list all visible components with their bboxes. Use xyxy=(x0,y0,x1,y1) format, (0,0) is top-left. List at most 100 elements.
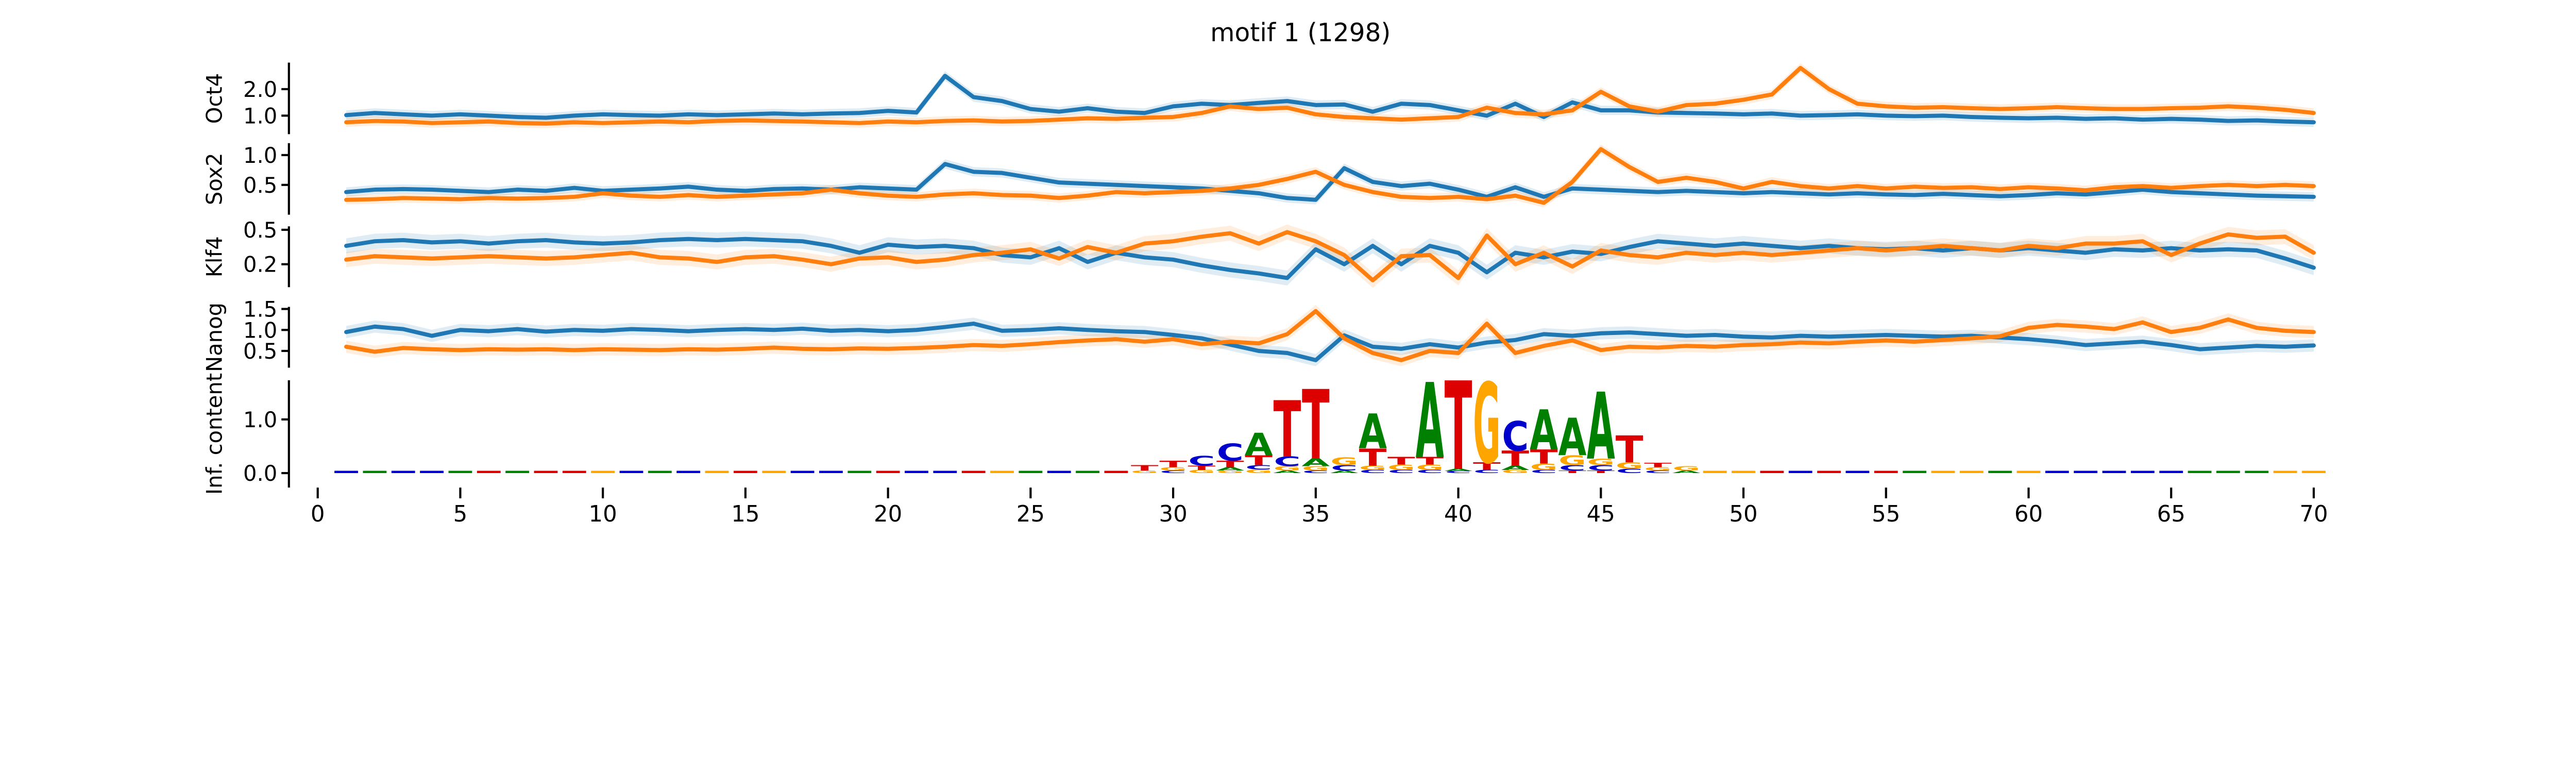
motif-profile-figure: motif 1 (1298) 2.0 1.0 Oct4 1.0 0.5 Sox2 0.5 0.2… xyxy=(0,0,2576,537)
logo-letter-C: C xyxy=(1331,464,1358,472)
logo-letter-T: T xyxy=(1131,464,1159,473)
logo-letter-T: T xyxy=(1216,459,1244,469)
logo-letter-C: C xyxy=(1473,469,1500,474)
logo-dash-T xyxy=(733,470,757,474)
logo-dash-C xyxy=(2130,470,2155,474)
logo-letter-T: T xyxy=(1359,444,1387,472)
logo-letter-G: G xyxy=(1302,465,1330,472)
panel-ylabel: Nanog xyxy=(202,303,227,372)
logo-dash-A xyxy=(2216,470,2240,474)
profile-line-neg-strand xyxy=(344,309,2316,362)
logo-letter-T: T xyxy=(1587,470,1615,474)
logo-dash-G xyxy=(2016,470,2041,474)
logo-dash-G xyxy=(2302,470,2326,474)
logo-letter-A: A xyxy=(1530,399,1558,463)
logo-dash-T xyxy=(1760,470,1784,474)
logo-dash-C xyxy=(334,470,358,474)
logo-letter-G: G xyxy=(1188,469,1216,474)
panel-nanog: 1.51.00.5 Nanog xyxy=(202,297,2316,372)
logo-dash-C xyxy=(676,470,701,474)
logo-letter-T: T xyxy=(1245,453,1273,468)
logo-dash-C xyxy=(391,470,415,474)
x-tick-label: 25 xyxy=(1016,501,1045,527)
logo-letter-C: C xyxy=(1416,469,1443,474)
logo-letter-G: G xyxy=(1473,361,1501,489)
logo-letter-C: C xyxy=(1245,464,1272,470)
logo-letter-G: G xyxy=(1216,469,1244,474)
logo-letter-C: C xyxy=(1445,470,1472,474)
logo-dash-C xyxy=(2045,470,2069,474)
logo-letter-C: C xyxy=(1359,469,1386,474)
logo-dash-C xyxy=(1047,470,1071,474)
profile-line-neg-strand xyxy=(344,65,2316,126)
x-tick-label: 20 xyxy=(874,501,902,527)
x-tick-label: 15 xyxy=(731,501,759,527)
logo-letter-G: G xyxy=(1558,453,1586,468)
logo-letter-G: G xyxy=(1274,465,1301,472)
logo-dash-G xyxy=(705,470,729,474)
logo-dash-G xyxy=(591,470,615,474)
logo-letter-T: T xyxy=(1274,385,1301,475)
logo-letter-A: A xyxy=(1273,469,1301,474)
logo-letter-C: C xyxy=(1531,469,1557,474)
x-tick-label: 5 xyxy=(453,501,468,527)
y-tick-label: 1.0 xyxy=(243,407,277,432)
y-tick-label: 0.0 xyxy=(243,461,277,486)
figure-background xyxy=(0,0,2576,537)
logo-dash-G xyxy=(1959,470,1984,474)
logo-dash-C xyxy=(619,470,643,474)
logo-letter-A: A xyxy=(1444,468,1472,472)
logo-dash-A xyxy=(448,470,472,474)
logo-letter-C: C xyxy=(1188,453,1215,468)
logo-dash-G xyxy=(1931,470,1955,474)
x-tick-label: 35 xyxy=(1301,501,1330,527)
logo-dash-A xyxy=(505,470,530,474)
panel-oct4: 2.01.0 Oct4 xyxy=(202,62,2316,135)
logo-dash-C xyxy=(790,470,815,474)
logo-letter-T: T xyxy=(1445,357,1472,498)
logo-letter-C: C xyxy=(1645,469,1671,474)
logo-dash-A xyxy=(1903,470,1927,474)
logo-letter-T: T xyxy=(1473,460,1501,472)
panel-ylabel: Sox2 xyxy=(202,153,227,205)
logo-dash-A xyxy=(1076,470,1099,474)
logo-letter-T: T xyxy=(1558,470,1586,474)
logo-letter-T: T xyxy=(1501,446,1529,470)
logo-dash-C xyxy=(1788,470,1812,474)
logo-dash-C xyxy=(819,470,843,474)
logo-dash-G xyxy=(990,470,1014,474)
logo-letter-A: A xyxy=(1301,457,1330,468)
x-tick-label: 40 xyxy=(1444,501,1472,527)
logo-letter-T: T xyxy=(1188,464,1216,471)
x-tick-label: 60 xyxy=(2014,501,2043,527)
figure-title: motif 1 (1298) xyxy=(1210,19,1391,47)
x-tick-label: 70 xyxy=(2299,501,2328,527)
logo-letter-A: A xyxy=(1672,469,1701,474)
y-tick-label: 1.0 xyxy=(243,103,277,128)
logo-letter-G: G xyxy=(1587,457,1615,467)
logo-letter-C: C xyxy=(1302,469,1329,474)
logo-letter-T: T xyxy=(1644,462,1672,468)
logo-dash-A xyxy=(363,470,387,474)
y-tick-label: 0.5 xyxy=(243,339,277,364)
logo-letter-T: T xyxy=(1616,428,1643,472)
logo-letter-G: G xyxy=(1330,456,1358,467)
logo-letter-G: G xyxy=(1530,462,1558,472)
logo-letter-G: G xyxy=(1387,463,1415,472)
logo-dash-A xyxy=(848,470,872,474)
logo-dash-A xyxy=(2188,470,2212,474)
logo-dash-T xyxy=(534,470,558,474)
logo-dash-C xyxy=(2159,470,2183,474)
logo-dash-A xyxy=(2245,470,2269,474)
logo-letter-G: G xyxy=(1359,464,1387,471)
logo-letter-G: G xyxy=(1131,469,1159,474)
logo-dash-A xyxy=(1019,470,1043,474)
logo-letter-G: G xyxy=(1673,465,1701,472)
logo-letter-A: A xyxy=(1330,469,1359,474)
logo-letter-A: A xyxy=(1359,405,1387,460)
logo-dash-G xyxy=(762,470,786,474)
logo-letter-C: C xyxy=(1502,413,1529,460)
profile-line-pos-strand xyxy=(344,162,2316,202)
panel-ylabel: Oct4 xyxy=(202,73,227,124)
